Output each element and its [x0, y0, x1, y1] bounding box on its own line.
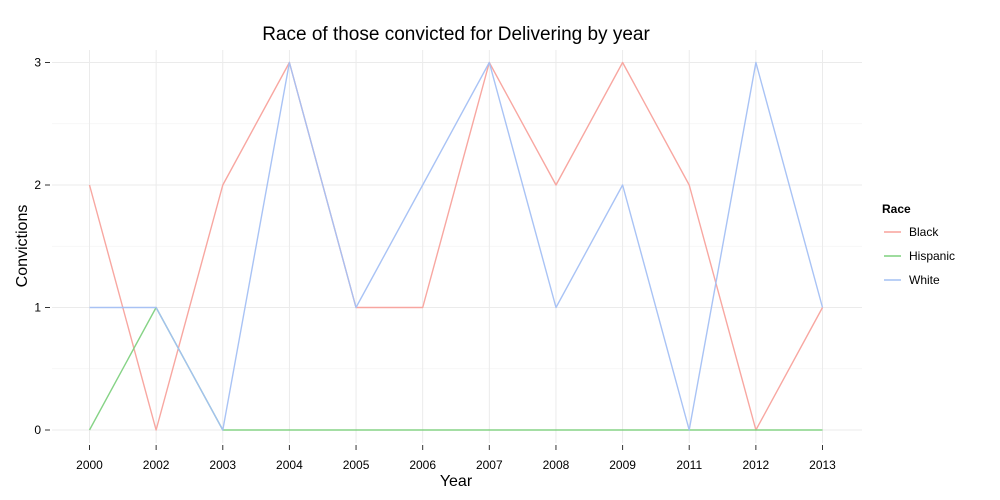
x-tick-label: 2008	[543, 458, 570, 472]
chart-title: Race of those convicted for Delivering b…	[262, 24, 650, 45]
y-tick-label: 3	[34, 56, 41, 70]
series-line-white	[89, 61, 824, 431]
x-tick-label: 2013	[809, 458, 836, 472]
series-line-black	[88, 61, 824, 431]
legend-label-black: Black	[909, 225, 939, 239]
y-tick-label: 1	[34, 301, 41, 315]
y-axis-title: Convictions	[14, 205, 31, 288]
x-tick-label: 2003	[209, 458, 236, 472]
x-tick-label: 2005	[343, 458, 370, 472]
y-tick-label: 0	[34, 423, 41, 437]
series-lines	[88, 61, 824, 431]
legend-label-white: White	[909, 273, 940, 287]
x-tick-label: 2007	[476, 458, 503, 472]
legend-label-hispanic: Hispanic	[909, 249, 955, 263]
legend: Race Black Hispanic White	[882, 202, 955, 287]
x-tick-label: 2009	[609, 458, 636, 472]
y-tick-label: 2	[34, 178, 41, 192]
x-tick-label: 2006	[409, 458, 436, 472]
x-tick-label: 2002	[143, 458, 170, 472]
x-axis-title: Year	[440, 473, 473, 490]
x-tick-label: 2011	[676, 458, 702, 472]
axes: 0 1 2 3 2000 2002 2003 2004 2005 2006 2007 2008 2009…	[34, 56, 836, 473]
x-tick-label: 2000	[76, 458, 103, 472]
x-tick-label: 2004	[276, 458, 303, 472]
grid	[52, 50, 862, 443]
legend-title: Race	[882, 202, 911, 216]
x-tick-label: 2012	[743, 458, 770, 472]
